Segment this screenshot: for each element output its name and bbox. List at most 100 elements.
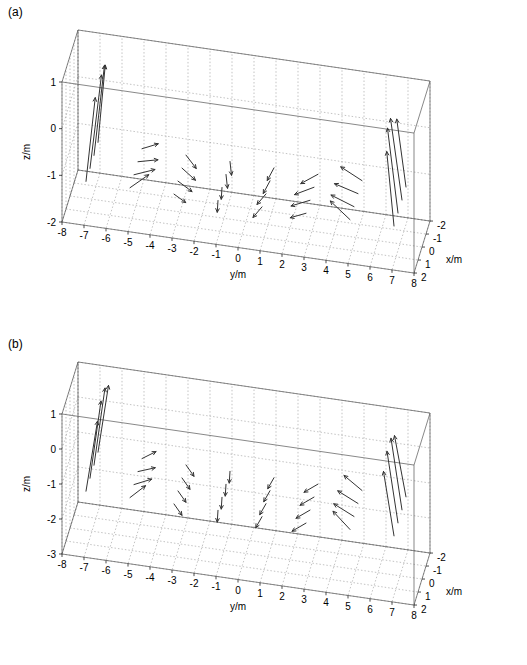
arrow — [186, 155, 196, 168]
arrow — [385, 152, 394, 226]
tick-label: -3 — [168, 243, 177, 254]
tick-label: -1 — [433, 565, 442, 576]
grid-line — [62, 397, 78, 449]
tick — [426, 566, 429, 567]
tick-label: -6 — [102, 565, 111, 576]
tick-label: -3 — [168, 575, 177, 586]
tick — [348, 595, 349, 598]
tick-label: 6 — [367, 272, 373, 283]
arrow — [94, 65, 106, 155]
arrow — [301, 174, 318, 183]
tick-label: -7 — [80, 230, 89, 241]
grid-line — [78, 170, 430, 221]
grid-line — [364, 403, 365, 543]
grid-line — [66, 209, 418, 260]
grid-line — [106, 176, 122, 228]
arrows — [86, 65, 406, 226]
tick — [418, 592, 421, 593]
box-edge — [414, 221, 430, 273]
tick-label: 2 — [421, 604, 427, 615]
grid-line — [106, 508, 122, 560]
tick — [59, 449, 62, 450]
tick-label: 2 — [421, 272, 427, 283]
arrow — [264, 491, 270, 502]
grid-line — [62, 170, 78, 222]
tick-label: -2 — [437, 552, 446, 563]
grid-line — [74, 515, 426, 566]
arrow — [268, 478, 274, 489]
arrow — [341, 167, 362, 181]
grid-line — [348, 211, 364, 263]
tick-label: 1 — [50, 77, 56, 88]
tick — [172, 238, 173, 241]
tick-label: -5 — [124, 237, 133, 248]
tick — [422, 579, 425, 580]
grid-line — [370, 547, 386, 599]
arrow — [216, 201, 219, 213]
tick-label: -2 — [190, 578, 199, 589]
tick — [194, 573, 195, 576]
tick — [216, 244, 217, 247]
tick-label: 4 — [323, 265, 329, 276]
grid-line — [304, 537, 320, 589]
arrow — [142, 452, 156, 459]
tick — [59, 554, 62, 555]
box-edge — [62, 554, 414, 605]
tick-label: -8 — [58, 227, 67, 238]
grid-line — [66, 69, 67, 209]
tick — [59, 414, 62, 415]
grid-line — [78, 362, 79, 502]
grid-line — [62, 432, 78, 484]
tick-label: 7 — [389, 607, 395, 618]
arrow — [86, 421, 99, 491]
grid-line — [408, 78, 409, 218]
tick-label: 0 — [235, 253, 241, 264]
arrow — [263, 181, 270, 194]
grid-line — [78, 432, 430, 483]
arrow — [220, 188, 223, 200]
arrow — [178, 181, 192, 192]
arrow — [130, 486, 146, 498]
tick-label: -1 — [47, 170, 56, 181]
grid-line — [276, 59, 277, 199]
tick — [348, 263, 349, 266]
grid-line — [414, 553, 430, 605]
grid-line — [62, 502, 78, 554]
tick — [238, 580, 239, 583]
arrow — [182, 478, 190, 489]
arrow — [86, 98, 97, 182]
tick — [414, 605, 417, 606]
arrow — [257, 194, 266, 205]
tick-label: 5 — [345, 269, 351, 280]
tick — [326, 260, 327, 263]
tick — [414, 273, 417, 274]
grid-line — [430, 81, 431, 221]
tick — [414, 605, 415, 608]
tick — [370, 267, 371, 270]
tick — [216, 576, 217, 579]
arrow — [178, 491, 186, 502]
grid-line — [70, 528, 422, 579]
grid-line — [386, 75, 387, 215]
box-edge — [430, 413, 431, 553]
tick-label: -2 — [47, 514, 56, 525]
grid-line — [254, 56, 255, 196]
box-edge — [78, 30, 430, 81]
tick — [430, 553, 433, 554]
grid-line — [282, 534, 298, 586]
tick — [194, 241, 195, 244]
axis-title: x/m — [446, 586, 462, 597]
grid-line — [74, 375, 75, 515]
tick-label: 3 — [301, 594, 307, 605]
arrow — [174, 194, 186, 202]
grid-line — [78, 362, 430, 413]
tick-label: -5 — [124, 569, 133, 580]
grid-line — [78, 77, 430, 128]
grid-line — [78, 30, 79, 170]
tick-label: -1 — [212, 249, 221, 260]
tick — [62, 554, 63, 557]
arrow — [224, 484, 227, 496]
tick-label: 1 — [50, 409, 56, 420]
arrow — [142, 143, 158, 149]
box-edge — [78, 362, 79, 502]
